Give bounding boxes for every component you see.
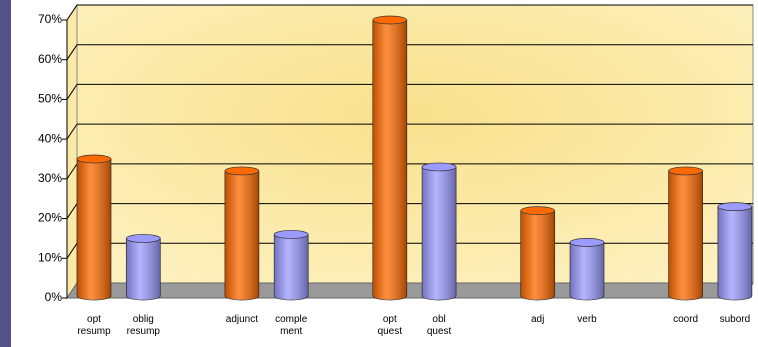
x-tick-label: adjunct	[222, 314, 262, 326]
y-tick-label: 60%	[38, 52, 62, 66]
bar-top	[77, 155, 111, 163]
bar-top	[718, 203, 752, 211]
bar-top	[225, 167, 259, 175]
x-tick-label: opt quest	[370, 314, 410, 338]
y-tick-label: 20%	[38, 211, 62, 225]
y-tick-label: 50%	[38, 92, 62, 106]
x-tick-label: subord	[715, 314, 755, 326]
x-tick-label: comple ment	[271, 314, 311, 338]
bar-shade	[274, 234, 308, 300]
bar-shade	[718, 207, 752, 300]
x-tick-label: opt resump	[74, 314, 114, 338]
x-tick-label: oblig resump	[123, 314, 163, 338]
bar-top	[570, 238, 604, 246]
x-tick-label: obl quest	[419, 314, 459, 338]
back-wall	[77, 5, 753, 283]
y-tick-label: 30%	[38, 171, 62, 185]
bar-shade	[422, 167, 456, 300]
side-strip	[0, 0, 11, 347]
bar-shade	[570, 242, 604, 300]
bar-shade	[669, 171, 703, 300]
x-tick-label: coord	[666, 314, 706, 326]
bar-top	[669, 167, 703, 175]
bar-top	[422, 163, 456, 171]
bar-shade	[126, 238, 160, 300]
side-wall	[67, 5, 77, 298]
bar-shade	[225, 171, 259, 300]
bar-shade	[77, 159, 111, 300]
y-tick-label: 40%	[38, 131, 62, 145]
y-tick-label: 10%	[38, 250, 62, 264]
bar-top	[274, 230, 308, 238]
bar-shade	[373, 20, 407, 300]
x-tick-label: adj	[518, 314, 558, 326]
bar-top	[521, 207, 555, 215]
bar-top	[373, 16, 407, 24]
bar-shade	[521, 211, 555, 300]
y-tick-label: 70%	[38, 12, 62, 26]
x-tick-label: verb	[567, 314, 607, 326]
page: 0% 10% 20% 30% 40% 50% 60% 70% opt resump oblig …	[0, 0, 758, 347]
chart: 0% 10% 20% 30% 40% 50% 60% 70%	[0, 0, 758, 347]
y-tick-label: 0%	[45, 290, 63, 304]
floor	[67, 283, 753, 298]
bar-top	[126, 234, 160, 242]
